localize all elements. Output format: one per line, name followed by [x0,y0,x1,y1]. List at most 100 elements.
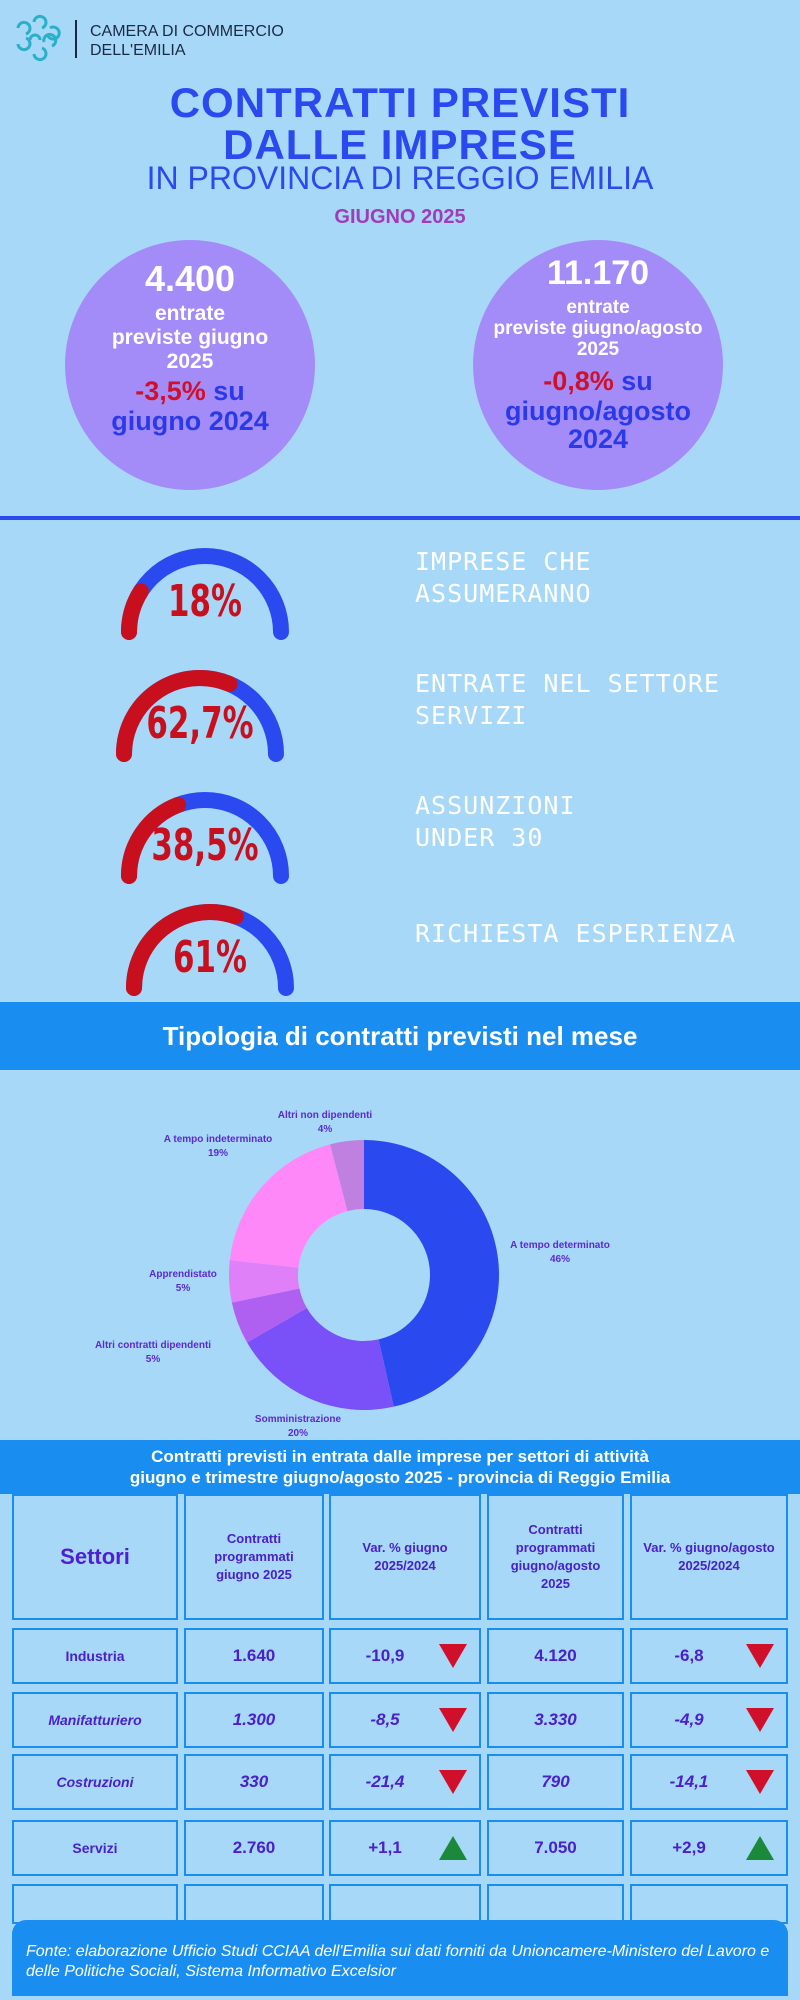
table-row-sector: Servizi [12,1820,178,1876]
stat-change: -0,8% [543,366,614,396]
org-name-line2: DELL'EMILIA [90,42,186,59]
table-cell-text: -4,9 [674,1710,704,1729]
table-row-cell: 1.300 [184,1692,324,1748]
source-footer: Fonte: elaborazione Ufficio Studi CCIAA … [12,1920,788,1996]
table-cell-text: +1,1 [368,1838,402,1857]
table-empty-cell [487,1884,624,1924]
arrow-down-icon [439,1644,467,1668]
stat-number: 11.170 [546,254,650,292]
stat-ref-line2: 2024 [567,424,629,454]
table-cell-text: Costruzioni [56,1774,134,1790]
donut-slice [364,1140,499,1407]
donut-slice [231,1288,307,1343]
stat-number: 4.400 [144,258,236,299]
donut-slice-percent: 46% [550,1254,570,1265]
donut-slice-percent: 20% [288,1428,308,1439]
gauge-arc [116,670,284,762]
table-empty-cell [184,1884,324,1924]
arrow-down-icon [746,1708,774,1732]
page-subtitle: IN PROVINCIA DI REGGIO EMILIA [146,160,654,196]
donut-slice-name: A tempo indeterminato [164,1134,273,1145]
table-title: Contratti previsti in entrata dalle impr… [0,1440,800,1494]
donut-slice-percent: 4% [318,1124,333,1135]
gauge-label: RICHIESTA ESPERIENZA [415,918,736,950]
table-cell-text: 2.760 [232,1838,276,1857]
arrow-down-icon [439,1770,467,1794]
donut-slice-percent: 5% [176,1283,191,1294]
table-cell-text: 330 [239,1772,269,1791]
stat-ref-line1: giugno/agosto [505,396,691,426]
gauge-arc [126,904,294,996]
table-row-cell: +1,1 [329,1820,481,1876]
table-header-text: Settori [60,1544,130,1569]
table-row-cell: -4,9 [630,1692,788,1748]
gauge-percentage: 38,5% [151,820,259,871]
logo-icon [16,14,61,62]
stat-line2: previste giugno [111,326,269,349]
table-row-cell: 1.640 [184,1628,324,1684]
stat-line2: previste giugno/agosto [493,318,703,339]
table-row-cell: 3.330 [487,1692,624,1748]
donut-slice-name: A tempo determinato [510,1240,610,1251]
gauge-percentage: 18% [168,576,242,627]
donut-slice [247,1308,394,1410]
gauge-arc [121,792,289,884]
gauge-label: ASSUNZIONI UNDER 30 [415,790,576,854]
stat-line1: entrate [566,297,630,318]
table-row-cell: 330 [184,1754,324,1810]
section-divider [0,516,800,520]
table-header-text: Contratti programmati giugno 2025 [214,1531,294,1582]
gauge-label-line1: ASSUNZIONI [415,791,576,820]
title-line2: DALLE IMPRESE [223,121,577,168]
stat-ref: giugno 2024 [111,406,269,436]
org-name-line1: CAMERA DI COMMERCIO [90,23,284,40]
table-cell-text: -8,5 [370,1710,400,1729]
stat-line3: 2025 [166,350,214,373]
table-empty-cell [12,1884,178,1924]
table-cell-text: +2,9 [672,1838,706,1857]
table-title-line2: giugno e trimestre giugno/agosto 2025 - … [129,1468,671,1487]
table-header-cell: Settori [12,1494,178,1620]
stat-su: su [205,376,245,406]
table-empty-cell [329,1884,481,1924]
table-cell-text: 790 [541,1772,570,1791]
month-label: GIUGNO 2025 [334,206,466,228]
donut-slice-name: Altri non dipendenti [278,1110,373,1121]
donut-slice [229,1144,348,1268]
gauge-label-line2: SERVIZI [415,701,528,730]
gauge-label: ENTRATE NEL SETTORE SERVIZI [415,668,720,732]
arrow-down-icon [746,1644,774,1668]
gauge-label-line2: ASSUMERANNO [415,579,592,608]
table-header-cell: Contratti programmati giugno/agosto 2025 [487,1494,624,1620]
table-cell-text: Industria [65,1648,125,1664]
logo-divider [75,20,77,58]
gauge-fill [121,796,187,884]
table-header-text: Var. % giugno/agosto 2025/2024 [643,1540,775,1573]
table-cell-text: -10,9 [365,1646,405,1665]
table-row-cell: -10,9 [329,1628,481,1684]
table-cell-text: 1.300 [232,1710,276,1729]
table-cell-text: 3.330 [534,1710,577,1729]
stat-circle-summer: 11.170 entrate previste giugno/agosto 20… [473,240,723,490]
table-row-sector: Costruzioni [12,1754,178,1810]
table-cell-text: Manifatturiero [48,1712,142,1728]
gauge-label-line1: ENTRATE NEL SETTORE [415,669,720,698]
gauge-percentage: 62,7% [146,698,254,749]
arrow-up-icon [439,1836,467,1860]
org-name: CAMERA DI COMMERCIO DELL'EMILIA [90,22,284,60]
table-row-cell: 2.760 [184,1820,324,1876]
table-cell-text: -14,1 [669,1772,709,1791]
table-row-cell: -14,1 [630,1754,788,1810]
donut-slice [228,1260,300,1303]
table-cell-text: 7.050 [534,1838,577,1857]
table-header-cell: Var. % giugno 2025/2024 [329,1494,481,1620]
table-header-cell: Var. % giugno/agosto 2025/2024 [630,1494,788,1620]
contract-type-donut-chart: A tempo determinato 46% Somministrazione 20… [95,1110,610,1439]
table-empty-cell [630,1884,788,1924]
table-header-text: Contratti programmati giugno/agosto 2025 [510,1522,601,1591]
table-row-cell: -8,5 [329,1692,481,1748]
table-title-line1: Contratti previsti in entrata dalle impr… [151,1447,649,1466]
table-header-cell: Contratti programmati giugno 2025 [184,1494,324,1620]
donut-slice-name: Somministrazione [255,1414,342,1425]
donut-slice-percent: 19% [208,1148,228,1159]
